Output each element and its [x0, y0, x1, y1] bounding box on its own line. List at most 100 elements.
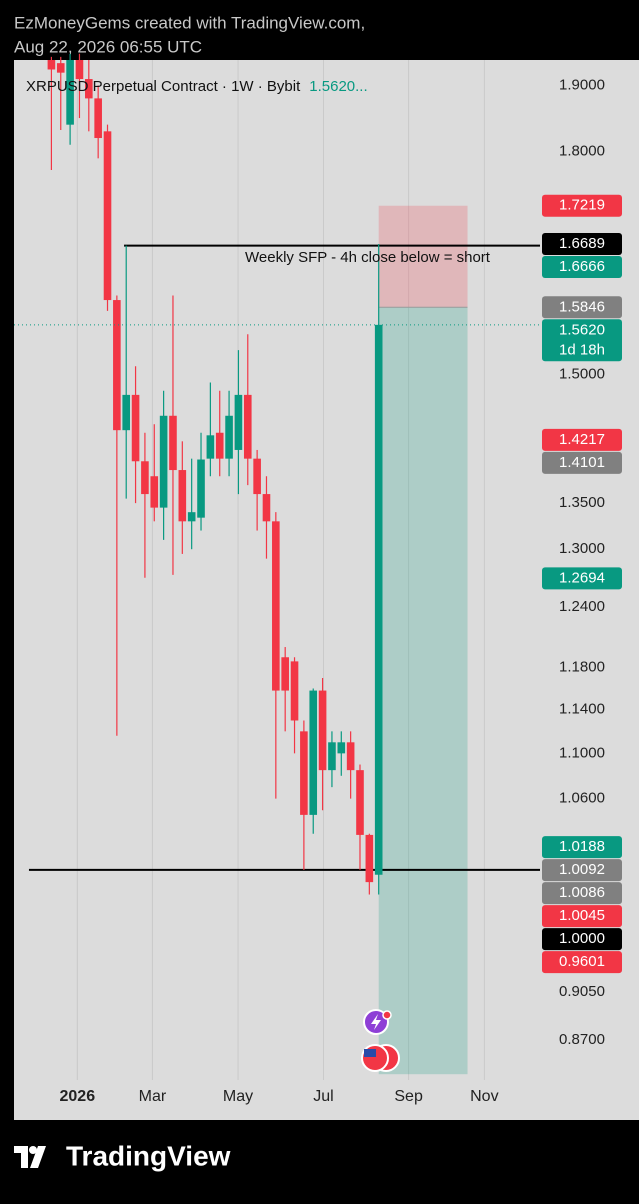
price-tag-label: 1.5620: [559, 321, 605, 338]
candle-body: [141, 461, 149, 495]
candle-body: [290, 661, 299, 721]
header-line: Aug 22, 2026 06:55 UTC: [14, 37, 202, 56]
candle-body: [365, 834, 374, 883]
candle-body: [337, 742, 346, 754]
candle-body: [356, 770, 364, 835]
y-tick-label: 1.2400: [559, 598, 605, 615]
price-tag: [542, 255, 622, 278]
candle-body: [113, 300, 121, 431]
price-tag-countdown: 1d 18h: [559, 341, 605, 358]
chart-background: [14, 60, 639, 1120]
event-icon-bolt: [371, 1014, 381, 1030]
stop-zone: [378, 205, 468, 308]
x-tick-label: Jul: [313, 1088, 333, 1105]
candle-body: [374, 324, 383, 875]
event-icon-flag: [364, 1049, 376, 1057]
candle-body: [66, 60, 74, 125]
price-tag-label: 1.0045: [559, 907, 605, 924]
candle-body: [197, 459, 205, 518]
candle-body: [253, 458, 261, 495]
legend-title: XRPUSD Perpetual Contract · 1W · Bybit 1.…: [26, 78, 368, 95]
price-tag-label: 1.6666: [559, 258, 605, 275]
legend-symbol: XRPUSD Perpetual Contract · 1W · Bybit: [26, 78, 301, 95]
candle-body: [215, 432, 224, 459]
price-tag-label: 1.0188: [559, 838, 605, 855]
candle-body: [272, 521, 280, 691]
price-tag: [542, 232, 622, 255]
x-tick-label: May: [223, 1088, 253, 1105]
y-tick-label: 1.0600: [559, 790, 605, 807]
x-tick-label: Sep: [394, 1088, 423, 1105]
candle-body: [328, 742, 336, 771]
candle-body: [56, 63, 65, 73]
candle-body: [318, 690, 327, 771]
candle-body: [281, 657, 289, 691]
brand-logo: [14, 1146, 46, 1168]
price-tag-label: 1.0092: [559, 861, 605, 878]
candle-body: [75, 60, 84, 80]
x-tick-label: Mar: [139, 1088, 167, 1105]
candle-body: [300, 731, 308, 815]
candle-body: [150, 476, 159, 508]
candle-body: [159, 415, 168, 508]
candle-body: [309, 690, 318, 815]
y-tick-label: 1.5000: [559, 365, 605, 382]
price-tag: [542, 836, 622, 859]
price-tag-label: 1.0086: [559, 884, 605, 901]
price-tag: [542, 859, 622, 882]
candle-body: [178, 470, 187, 522]
price-tag: [542, 567, 622, 590]
x-tick-label: 2026: [60, 1088, 96, 1105]
price-tag: [542, 928, 622, 951]
candle-body: [225, 415, 233, 459]
price-tag: [542, 319, 622, 362]
price-tag: [542, 451, 622, 474]
y-tick-label: 1.1400: [559, 701, 605, 718]
price-tag: [542, 882, 622, 905]
candle-body: [85, 79, 93, 99]
candle-body: [262, 494, 271, 522]
candle-body: [94, 98, 102, 139]
price-tag: [542, 951, 622, 974]
logo-dot: [29, 1146, 37, 1154]
candle-body: [131, 394, 140, 462]
legend-price: 1.5620...: [309, 78, 367, 95]
price-tag-label: 0.9601: [559, 953, 605, 970]
candle-body: [47, 60, 56, 70]
candle-body: [103, 131, 112, 301]
candle-body: [234, 394, 243, 450]
chart-layer: 2026 Mar May Jul Sep Nov Weekly SFP - 4h close…: [14, 53, 622, 1105]
price-tag: [542, 428, 622, 451]
candle-body: [243, 394, 252, 459]
price-tag: [542, 296, 622, 319]
price-tag-label: 1.7219: [559, 197, 605, 214]
price-tag: [542, 905, 622, 928]
price-tag-label: 1.4101: [559, 454, 605, 471]
y-tick-label: 1.1000: [559, 744, 605, 761]
candle-body: [169, 415, 177, 471]
y-tick-label: 1.3000: [559, 540, 605, 557]
candle-body: [122, 394, 131, 431]
event-icon-dot: [382, 1010, 392, 1020]
y-tick-label: 1.8000: [559, 143, 605, 160]
price-tag: [542, 194, 622, 217]
x-tick-label: Nov: [470, 1088, 498, 1105]
logo-icon: [14, 1146, 46, 1168]
brand-name: TradingView: [66, 1140, 231, 1171]
candle-body: [187, 512, 196, 522]
header-line: EzMoneyGems created with TradingView.com…: [14, 13, 365, 32]
y-tick-label: 0.8700: [559, 1031, 605, 1048]
price-tag-label: 1.6689: [559, 235, 605, 252]
price-tag-label: 1.4217: [559, 431, 605, 448]
candle-body: [206, 435, 215, 459]
annotation: Weekly SFP - 4h close below = short: [245, 249, 491, 266]
candle-body: [346, 742, 355, 771]
y-tick-label: 1.9000: [559, 76, 605, 93]
price-tag-label: 1.5846: [559, 298, 605, 315]
price-tag-label: 1.0000: [559, 930, 605, 947]
y-tick-label: 1.1800: [559, 659, 605, 676]
event-icon: [361, 1044, 389, 1072]
y-tick-label: 1.3500: [559, 494, 605, 511]
